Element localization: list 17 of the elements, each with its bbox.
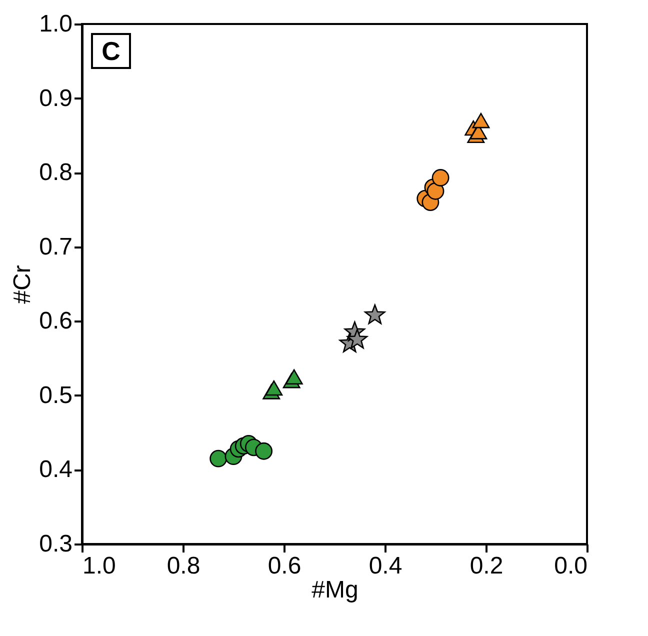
x-tick-label: 0.6	[268, 552, 302, 580]
x-tick-label: 0.2	[470, 552, 504, 580]
y-tick-label: 0.9	[39, 84, 72, 112]
y-axis-title: #Cr	[9, 265, 36, 304]
y-tick-label: 0.8	[39, 159, 72, 186]
x-tick-label: 1.0	[82, 552, 116, 580]
x-tick-label: 0.8	[166, 552, 200, 580]
y-tick-label: 0.5	[39, 382, 72, 409]
x-tick-label: 0.4	[368, 552, 402, 580]
y-tick-label: 0.6	[39, 308, 72, 335]
y-tick-label: 0.4	[39, 456, 72, 484]
y-tick-label: 0.7	[39, 233, 72, 260]
x-axis-title: #Mg	[312, 576, 358, 604]
annotation: C	[102, 36, 121, 66]
y-tick-label: 1.0	[39, 10, 72, 38]
y-tick-label: 0.3	[39, 530, 72, 558]
x-tick-label: 0.0	[554, 552, 588, 580]
